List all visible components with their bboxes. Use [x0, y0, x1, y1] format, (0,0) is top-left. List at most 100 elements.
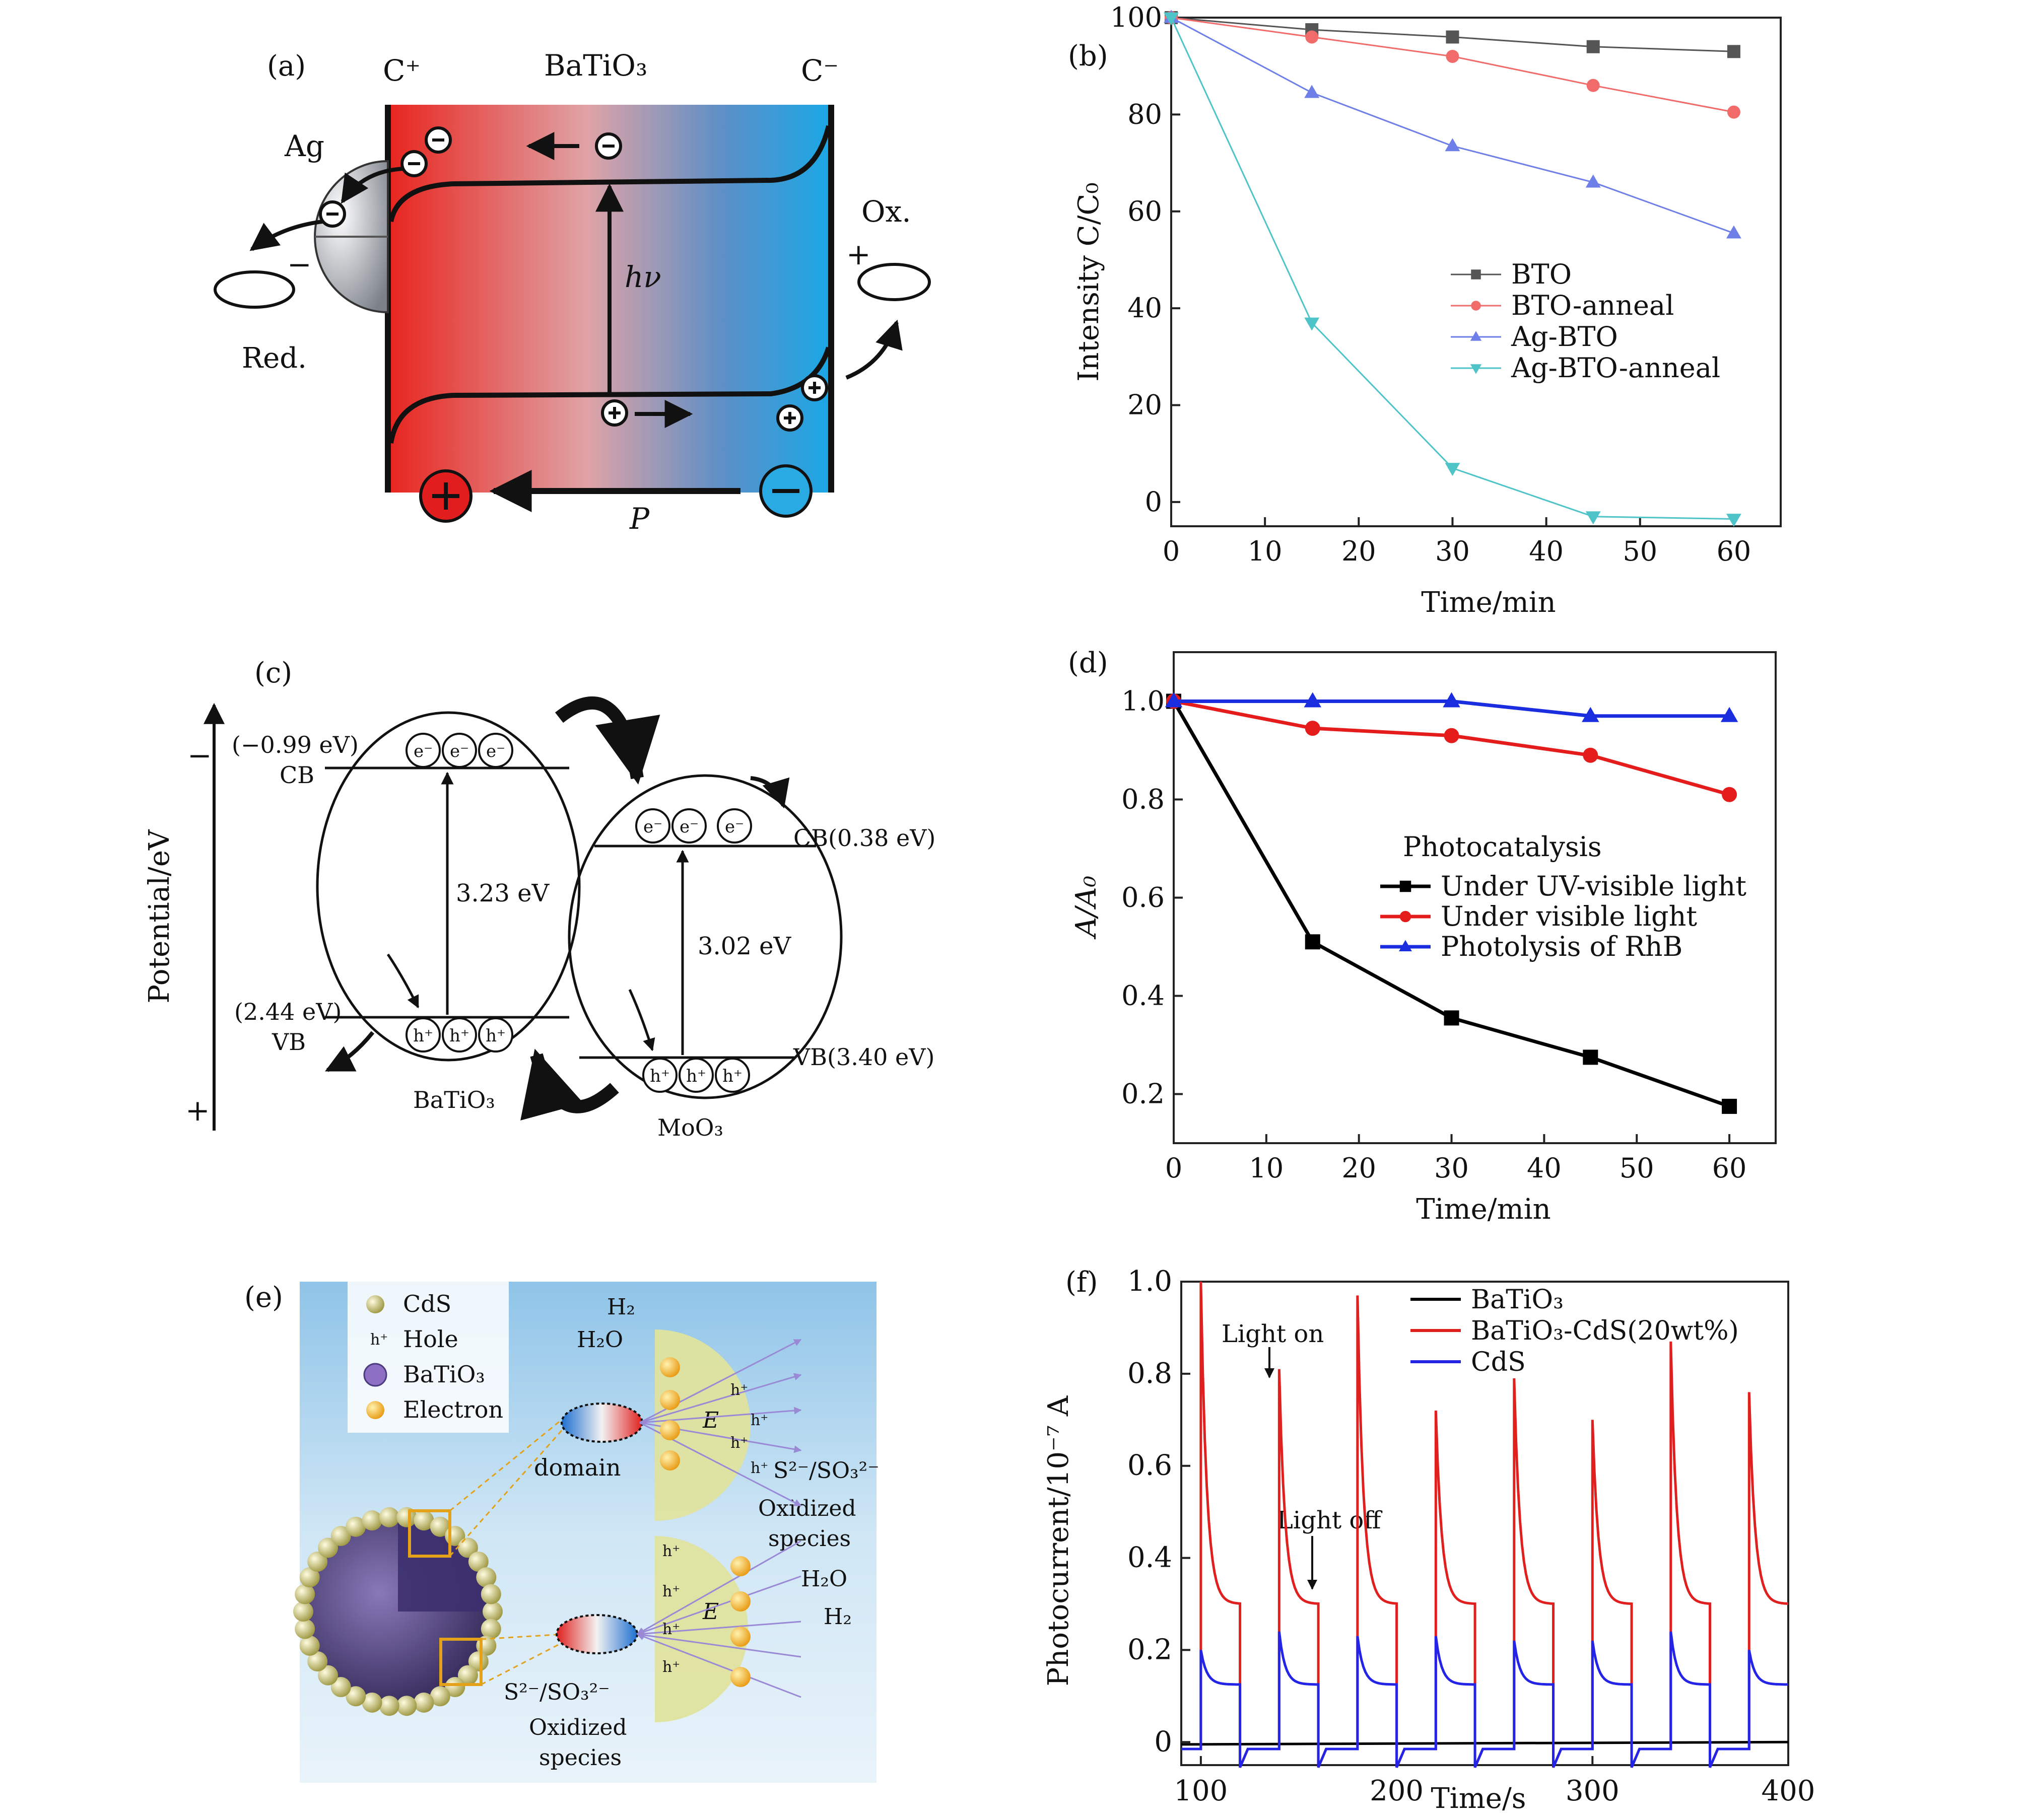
cds-bead [414, 1692, 434, 1713]
conduction-band [388, 125, 831, 223]
domain-label: domain [534, 1454, 621, 1481]
y-tick-label: 1.0 [1121, 685, 1165, 717]
plot-frame [1180, 1281, 1789, 1766]
panel-a-label: (a) [267, 50, 306, 83]
field-line [636, 1633, 801, 1698]
field-line [636, 1631, 801, 1658]
electron-dot [660, 1357, 680, 1377]
cds-bead [362, 1692, 382, 1713]
x-tick-label: 30 [1434, 1152, 1469, 1184]
electron-dot [660, 1450, 680, 1471]
moo3-electron-out-arrow [750, 776, 790, 809]
d-y-axis-title: A/A₀ [1070, 876, 1103, 940]
electron-dot [730, 1591, 751, 1612]
field-line [636, 1621, 801, 1638]
field-line [639, 1407, 802, 1424]
data-point [1305, 934, 1320, 950]
legend-marker [1470, 331, 1482, 341]
x-tick-label: 100 [1174, 1775, 1228, 1807]
data-point [1446, 49, 1459, 63]
cds-bead [307, 1651, 328, 1671]
electron-label: e⁻ [450, 741, 469, 761]
cds-bead [379, 1507, 399, 1527]
panel-f-chart: (f) Time/s Photocurrent/10⁻⁷ A Light on … [1042, 1265, 1815, 1815]
hole-label: h⁺ [449, 1026, 469, 1046]
cds-bead [330, 1525, 351, 1546]
b-y-axis-title: Intensity C/C₀ [1072, 182, 1105, 382]
electron-icon [366, 1401, 384, 1419]
data-point [1305, 30, 1319, 44]
x-tick-label: 10 [1248, 535, 1283, 567]
data-point [1164, 12, 1179, 26]
y-tick-label: 0.2 [1121, 1078, 1165, 1110]
legend-label: Under visible light [1441, 900, 1697, 932]
hole-icon: h⁺ [370, 1331, 388, 1349]
hole-mark: h⁺ [751, 1412, 768, 1429]
x-tick-label: 40 [1529, 535, 1564, 567]
species-top: species [768, 1526, 851, 1552]
cds-bead [330, 1677, 351, 1698]
field-lines-bottom: h⁺ h⁺ h⁺ h⁺ [636, 1540, 801, 1698]
hole-label: h⁺ [650, 1066, 670, 1086]
hole-mark: h⁺ [662, 1621, 680, 1638]
y-tick-label: 1.0 [1127, 1265, 1172, 1298]
panel-b-label: (b) [1068, 40, 1108, 73]
cds-bead [293, 1601, 313, 1622]
electron-label: e⁻ [680, 817, 699, 837]
bto-name: BaTiO₃ [413, 1086, 495, 1113]
electron-dot [730, 1627, 751, 1647]
data-point [1720, 707, 1738, 722]
cds-bead [457, 1665, 478, 1686]
hole-label: h⁺ [686, 1066, 706, 1086]
data-point [1585, 174, 1601, 188]
cds-bead [481, 1584, 501, 1604]
series-line-4 [1170, 17, 1734, 520]
field-line [639, 1373, 802, 1424]
panel-d-chart: (d) Time/min A/A₀ Photocatalysis 0 10 20 30… [1068, 647, 1777, 1226]
cds-bead [445, 1677, 465, 1698]
cds-bead [430, 1516, 450, 1537]
cds-bead [318, 1537, 339, 1558]
y-tick-label: 0.4 [1121, 980, 1165, 1012]
moo3-particle [568, 774, 843, 1099]
cds-bead [295, 1584, 315, 1604]
y-tick-label: 0 [1145, 486, 1162, 518]
electron-label: e⁻ [643, 817, 662, 837]
data-point [1583, 1049, 1598, 1065]
e-field-top: E [702, 1408, 719, 1433]
hole-label: h⁺ [413, 1026, 433, 1046]
data-point [1585, 511, 1601, 525]
y-tick-label: 0.4 [1127, 1542, 1172, 1574]
hole-mark: h⁺ [730, 1381, 748, 1399]
legend-label: Ag-BTO [1511, 321, 1618, 353]
legend-marker [1399, 880, 1411, 892]
s-bottom: S²⁻/SO₃²⁻ [504, 1679, 610, 1705]
x-tick-label: 50 [1620, 1152, 1654, 1184]
y-tick-label: 0.2 [1127, 1633, 1172, 1666]
electron-dot [730, 1556, 751, 1576]
data-point [1304, 692, 1322, 708]
data-point [1726, 225, 1741, 239]
panel-f-label: (f) [1065, 1266, 1098, 1299]
ag-label: Ag [284, 129, 324, 163]
legend-hole: Hole [403, 1325, 458, 1353]
highlight-box-bottom [439, 1638, 483, 1686]
data-point [1582, 707, 1599, 722]
cds-bead [362, 1510, 382, 1531]
cds-bead [468, 1651, 489, 1671]
data-point [1727, 105, 1740, 119]
cds-bead [483, 1601, 503, 1622]
domain-top [561, 1403, 643, 1443]
valence-band [388, 346, 831, 444]
panel-d-label: (d) [1068, 647, 1108, 679]
legend-marker [1399, 911, 1411, 923]
x-tick-label: 400 [1762, 1775, 1815, 1807]
legend-label: BaTiO₃-CdS(20wt%) [1471, 1316, 1739, 1346]
cds-bead [396, 1696, 417, 1716]
hole-out-arrow [845, 319, 903, 380]
c-plus-sign: + [185, 1093, 210, 1128]
y-tick-label: 100 [1110, 2, 1162, 33]
hole-mark: h⁺ [662, 1583, 680, 1600]
oxidized-top: Oxidized [758, 1496, 856, 1521]
